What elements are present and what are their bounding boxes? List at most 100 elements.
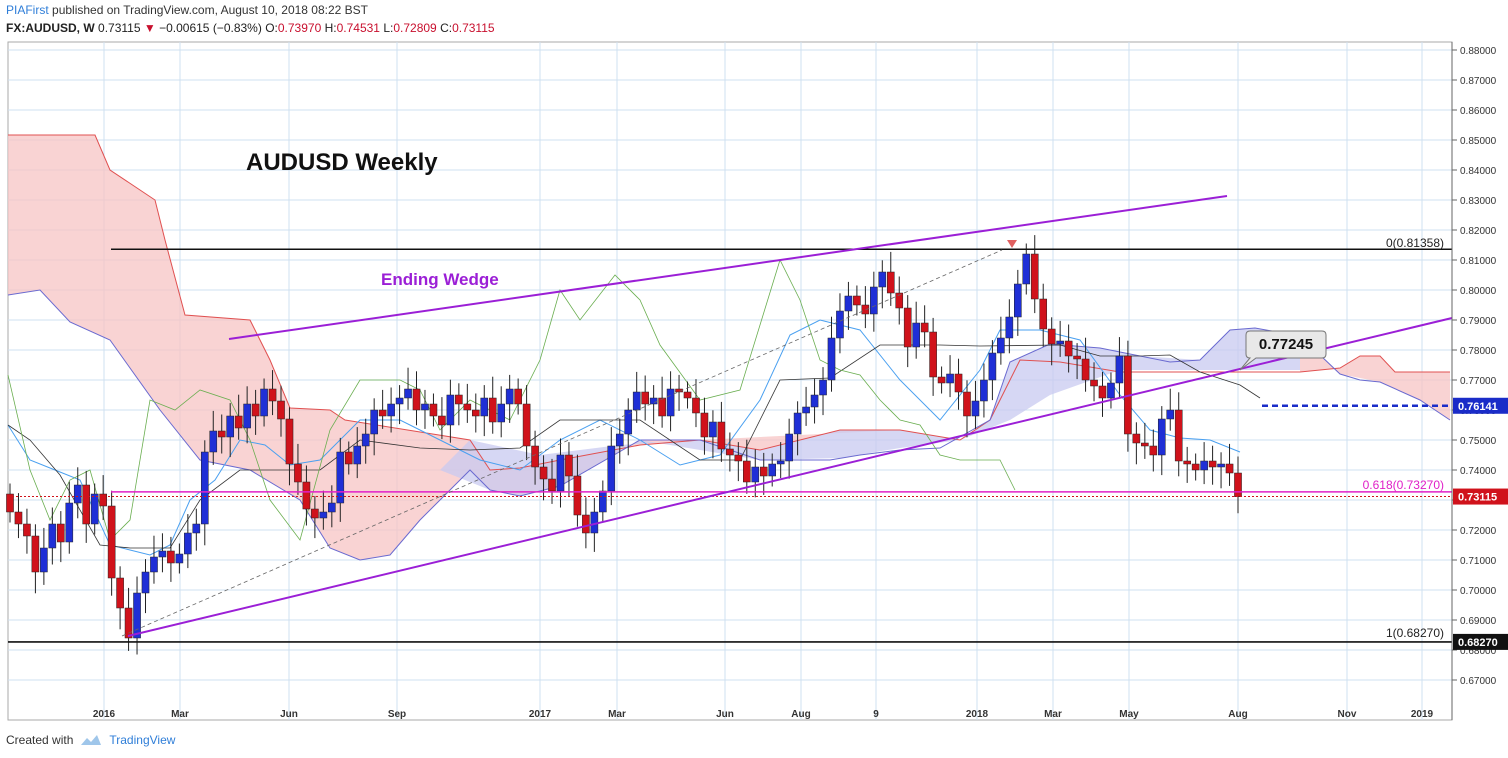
candle-body: [1174, 409, 1183, 462]
x-tick-label: Aug: [1228, 709, 1247, 720]
y-tick-label: 0.67000: [1460, 676, 1497, 687]
candle-body: [107, 505, 116, 579]
candle-body: [90, 493, 99, 525]
candle-body: [23, 523, 31, 537]
candle-body: [548, 478, 556, 492]
candle-body: [302, 481, 311, 510]
candle-body: [726, 448, 734, 456]
candle-body: [1149, 445, 1158, 456]
candle-body: [1208, 460, 1217, 468]
author-link[interactable]: PIAFirst: [6, 3, 49, 17]
candle-body: [734, 454, 743, 462]
candle-body: [1014, 283, 1022, 318]
last-price: 0.73115: [98, 21, 141, 35]
candle-body: [319, 511, 328, 519]
candle-body: [421, 403, 429, 411]
candle-body: [802, 406, 810, 414]
x-tick-label: 9: [873, 709, 879, 720]
candle-body: [14, 511, 23, 525]
last-price-tag-bg: [1453, 488, 1508, 505]
candle-body: [463, 403, 472, 411]
bottom-level-tag: 0.68270: [1458, 637, 1498, 649]
high-label: H:: [324, 21, 337, 35]
candle-body: [285, 418, 294, 465]
fib-618-label: 0.618(0.73270): [1363, 478, 1444, 492]
candle-body: [692, 397, 700, 414]
x-tick-label: Aug: [791, 709, 810, 720]
brand-link[interactable]: TradingView: [109, 733, 176, 747]
blue-level-tag-bg: [1453, 397, 1508, 414]
x-tick-label: Mar: [608, 709, 626, 720]
last-price-tag: 0.73115: [1458, 492, 1497, 504]
candle-body: [57, 523, 65, 543]
candle-body: [836, 310, 844, 339]
y-tick-label: 0.71000: [1460, 556, 1497, 567]
y-tick-label: 0.68000: [1460, 646, 1497, 657]
x-tick-label: Nov: [1338, 709, 1357, 720]
footer: Created with TradingView: [6, 733, 175, 747]
candle-body: [870, 286, 878, 315]
candle-body: [150, 556, 158, 573]
candle-body: [963, 391, 971, 417]
y-tick-label: 0.85000: [1460, 136, 1497, 147]
candle-body: [438, 415, 446, 426]
y-tick-label: 0.84000: [1460, 166, 1497, 177]
close-value: 0.73115: [452, 21, 495, 35]
candle-body: [1022, 253, 1031, 285]
candle-body: [1098, 385, 1107, 399]
candle-body: [243, 403, 251, 429]
low-value: 0.72809: [393, 21, 437, 35]
candle-body: [954, 373, 963, 393]
senkou-span-b: [7, 289, 1451, 561]
candle-body: [488, 397, 497, 423]
candle-body: [268, 388, 277, 402]
x-tick-label: 2017: [529, 709, 552, 720]
callout-value: 0.77245: [1259, 336, 1313, 353]
candle-body: [429, 403, 438, 417]
candle-body: [217, 430, 226, 438]
candle-body: [277, 400, 285, 420]
candle-body: [226, 415, 234, 438]
candle-body: [133, 592, 141, 639]
change-value: −0.00615 (−0.83%): [159, 21, 262, 35]
x-tick-label: 2016: [93, 709, 116, 720]
open-label: O:: [265, 21, 278, 35]
candle-body: [124, 607, 133, 639]
candle-body: [641, 391, 649, 405]
chart-title: AUDUSD Weekly: [246, 149, 438, 176]
candle-body: [370, 409, 378, 435]
peak-marker-icon: [1007, 240, 1017, 248]
candle-body: [844, 295, 853, 312]
drawings: 0(0.81358) 0.618(0.73270) 1(0.68270) 0.7724…: [8, 195, 1453, 643]
x-tick-label: Sep: [388, 709, 406, 720]
tradingview-logo-icon: [81, 735, 102, 745]
y-tick-label: 0.75000: [1460, 436, 1497, 447]
candle-body: [344, 451, 353, 465]
candle-body: [658, 397, 666, 417]
candle-body: [446, 394, 455, 426]
candles: [6, 235, 1242, 655]
bottom-level-tag-bg: [1453, 633, 1508, 650]
candle-body: [929, 331, 937, 378]
candle-body: [1107, 382, 1115, 399]
candle-body: [912, 322, 920, 348]
open-value: 0.73970: [277, 21, 322, 35]
cloud-bear-future: [1300, 336, 1450, 420]
wedge-upper-line: [228, 195, 1228, 340]
y-tick-label: 0.74000: [1460, 466, 1497, 477]
candle-body: [328, 502, 336, 513]
y-tick-label: 0.88000: [1460, 46, 1497, 57]
created-with-text: Created with: [6, 733, 74, 747]
candle-body: [768, 463, 777, 477]
candle-body: [116, 577, 124, 609]
price-axis: 0.88000 0.87000 0.86000 0.85000 0.84000 0.830…: [1451, 42, 1508, 720]
callout-box: [1239, 330, 1327, 371]
candle-body: [556, 454, 565, 492]
candle-body: [404, 388, 412, 399]
candle-body: [683, 391, 692, 399]
candle-body: [861, 304, 870, 315]
candle-body: [649, 397, 658, 405]
low-label: L:: [383, 21, 394, 35]
candle-body: [1090, 379, 1098, 387]
